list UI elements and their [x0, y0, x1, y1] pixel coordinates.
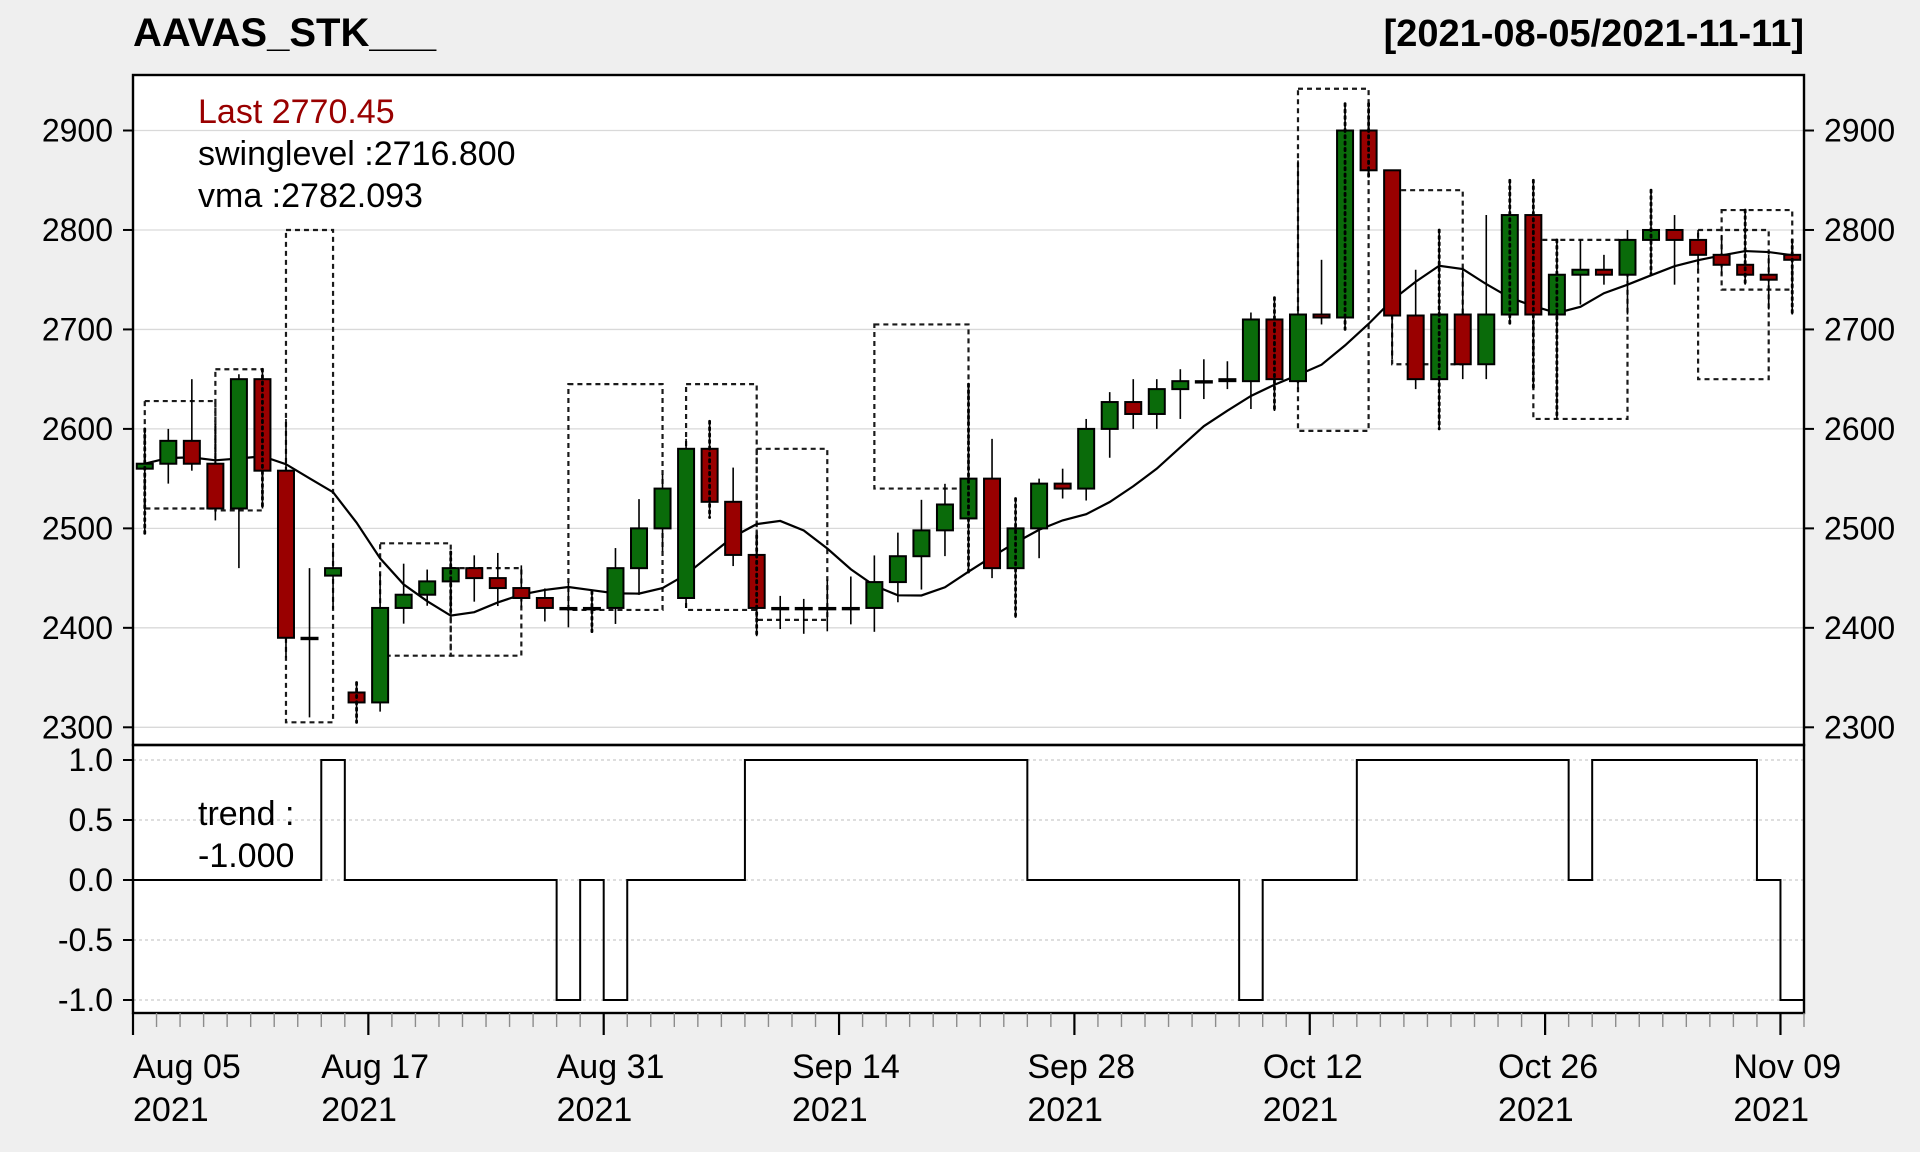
svg-text:2300: 2300	[42, 709, 113, 745]
svg-text:Oct 12: Oct 12	[1263, 1048, 1363, 1086]
svg-text:2800: 2800	[42, 212, 113, 248]
svg-text:2500: 2500	[42, 510, 113, 546]
svg-text:2300: 2300	[1824, 709, 1895, 745]
svg-text:Sep 28: Sep 28	[1027, 1048, 1135, 1086]
svg-text:swinglevel :2716.800: swinglevel :2716.800	[198, 135, 516, 173]
svg-text:trend :: trend :	[198, 795, 294, 833]
svg-text:[2021-08-05/2021-11-11]: [2021-08-05/2021-11-11]	[1384, 13, 1804, 55]
svg-text:2900: 2900	[42, 113, 113, 149]
svg-text:2800: 2800	[1824, 212, 1895, 248]
svg-text:2021: 2021	[1263, 1091, 1339, 1129]
svg-text:2021: 2021	[792, 1091, 868, 1129]
svg-text:AAVAS_STK___: AAVAS_STK___	[133, 11, 437, 55]
svg-text:2400: 2400	[42, 610, 113, 646]
svg-text:0.0: 0.0	[69, 862, 113, 898]
svg-text:-1.000: -1.000	[198, 837, 294, 875]
svg-text:2500: 2500	[1824, 510, 1895, 546]
svg-text:-0.5: -0.5	[58, 922, 113, 958]
svg-text:Aug 31: Aug 31	[557, 1048, 665, 1086]
svg-text:2700: 2700	[1824, 311, 1895, 347]
svg-text:Nov 09: Nov 09	[1733, 1048, 1841, 1086]
svg-text:2021: 2021	[1027, 1091, 1103, 1129]
svg-text:2021: 2021	[1733, 1091, 1809, 1129]
svg-text:1.0: 1.0	[69, 742, 113, 778]
svg-text:2021: 2021	[1498, 1091, 1574, 1129]
svg-text:2900: 2900	[1824, 113, 1895, 149]
svg-text:2600: 2600	[42, 411, 113, 447]
svg-text:2021: 2021	[321, 1091, 397, 1129]
svg-text:-1.0: -1.0	[58, 982, 113, 1018]
svg-text:Aug 05: Aug 05	[133, 1048, 241, 1086]
svg-text:Last 2770.45: Last 2770.45	[198, 93, 395, 131]
svg-text:0.5: 0.5	[69, 802, 113, 838]
svg-text:Oct 26: Oct 26	[1498, 1048, 1598, 1086]
svg-text:2021: 2021	[133, 1091, 209, 1129]
svg-text:Aug 17: Aug 17	[321, 1048, 429, 1086]
svg-text:Sep 14: Sep 14	[792, 1048, 900, 1086]
svg-text:2400: 2400	[1824, 610, 1895, 646]
svg-text:vma :2782.093: vma :2782.093	[198, 177, 423, 215]
svg-text:2700: 2700	[42, 311, 113, 347]
svg-text:2021: 2021	[557, 1091, 633, 1129]
svg-text:2600: 2600	[1824, 411, 1895, 447]
